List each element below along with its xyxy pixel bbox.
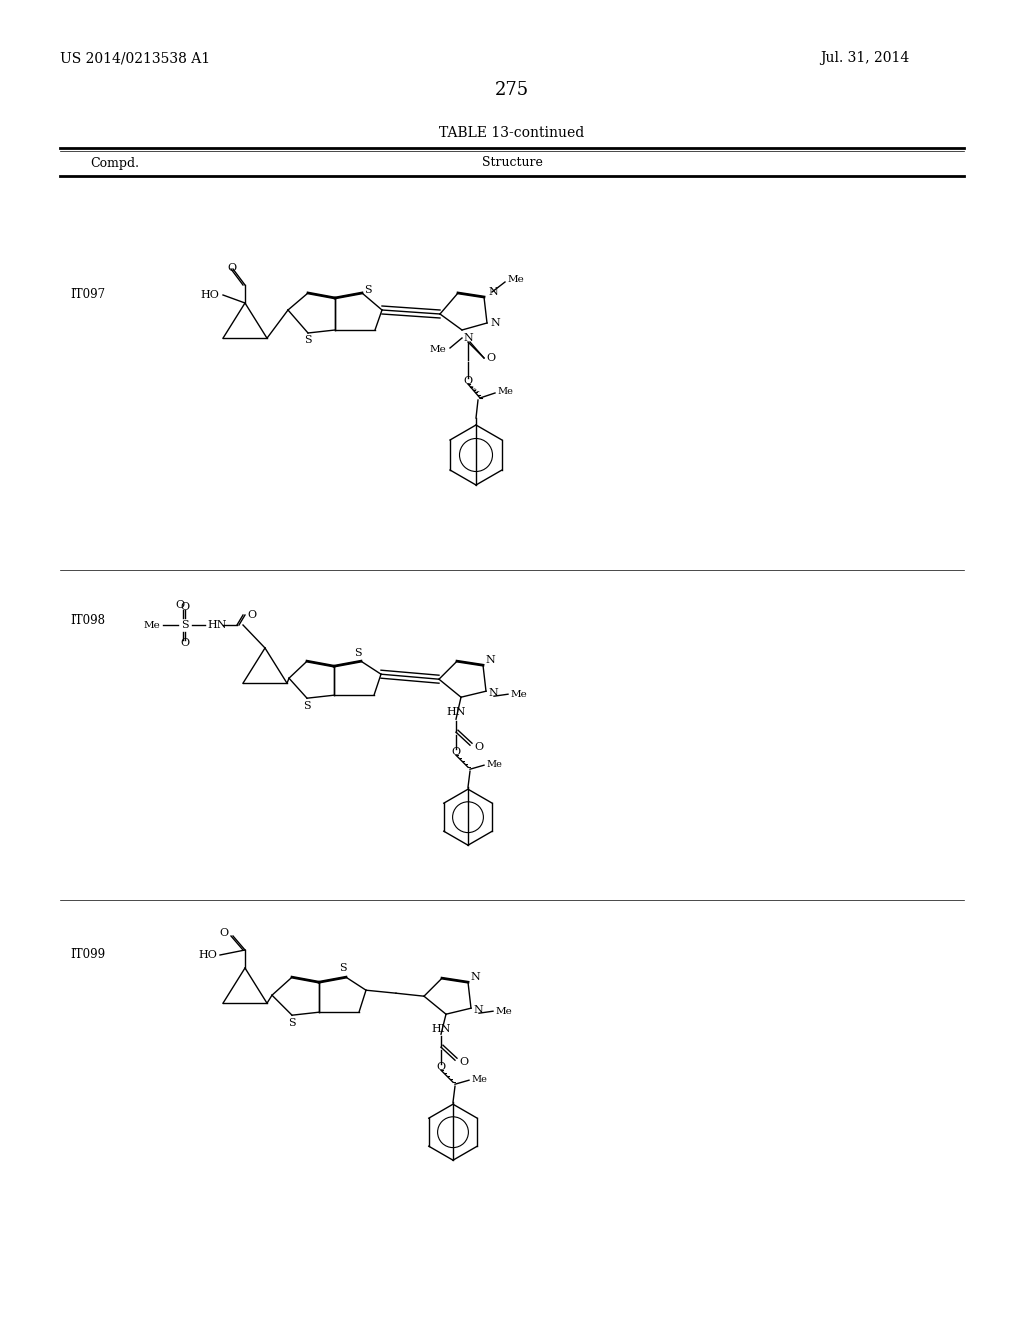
Text: N: N [463, 333, 473, 343]
Text: 275: 275 [495, 81, 529, 99]
Text: Me: Me [471, 1074, 486, 1084]
Text: S: S [181, 620, 188, 630]
Text: Structure: Structure [481, 157, 543, 169]
Text: S: S [365, 285, 372, 294]
Text: S: S [304, 335, 312, 345]
Text: Jul. 31, 2014: Jul. 31, 2014 [820, 51, 909, 65]
Text: HN: HN [207, 620, 226, 630]
Text: Me: Me [508, 276, 524, 285]
Text: Me: Me [497, 388, 513, 396]
Text: Compd.: Compd. [90, 157, 139, 169]
Text: US 2014/0213538 A1: US 2014/0213538 A1 [60, 51, 210, 65]
Text: HN: HN [446, 708, 466, 717]
Text: N: N [470, 973, 480, 982]
Text: O: O [180, 602, 189, 612]
Text: IT097: IT097 [70, 289, 105, 301]
Text: HO: HO [200, 290, 219, 300]
Text: O: O [436, 1063, 445, 1072]
Text: N: N [490, 318, 500, 327]
Text: HO: HO [198, 950, 217, 960]
Text: N: N [488, 688, 498, 698]
Text: N: N [485, 655, 495, 665]
Text: Me: Me [429, 346, 446, 355]
Text: S: S [288, 1018, 296, 1028]
Text: O: O [459, 1057, 468, 1067]
Text: Me: Me [496, 1007, 513, 1015]
Text: S: S [339, 964, 347, 973]
Text: S: S [354, 648, 361, 659]
Text: TABLE 13-continued: TABLE 13-continued [439, 125, 585, 140]
Text: N: N [473, 1006, 482, 1015]
Text: O: O [227, 263, 237, 273]
Text: Me: Me [143, 620, 160, 630]
Text: O: O [486, 352, 496, 363]
Text: Me: Me [486, 760, 502, 768]
Text: O: O [180, 638, 189, 648]
Text: IT098: IT098 [70, 614, 105, 627]
Text: Me: Me [511, 689, 527, 698]
Text: O: O [220, 928, 229, 939]
Text: S: S [303, 701, 311, 711]
Text: O: O [474, 742, 483, 752]
Text: O: O [452, 747, 461, 758]
Text: O: O [175, 601, 184, 610]
Text: IT099: IT099 [70, 949, 105, 961]
Text: N: N [488, 286, 498, 297]
Text: HN: HN [431, 1024, 451, 1034]
Text: O: O [247, 610, 256, 620]
Text: O: O [464, 376, 472, 385]
